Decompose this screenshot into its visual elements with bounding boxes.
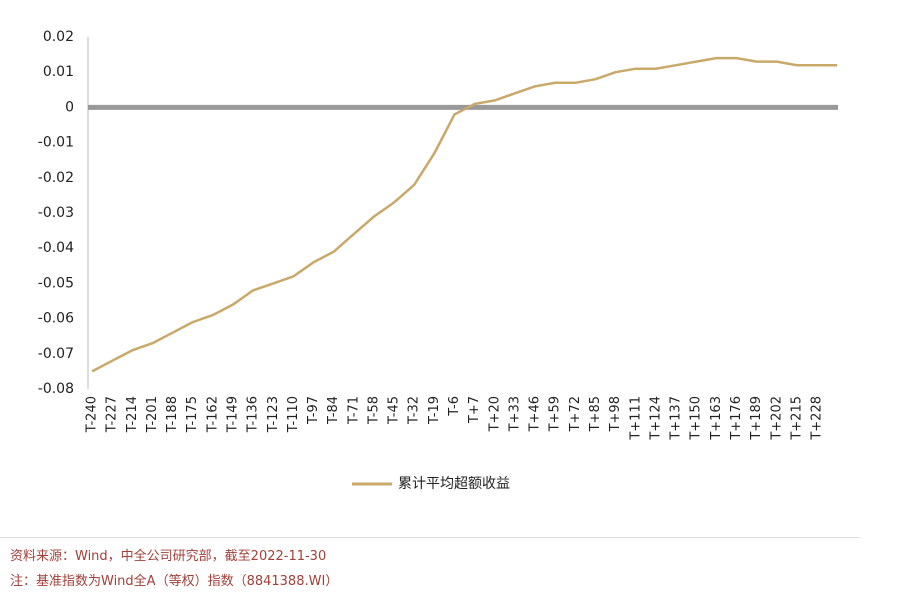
y-tick-label: -0.06 — [38, 311, 74, 327]
x-tick-label: T-97 — [306, 396, 321, 425]
x-tick-label: T+111 — [628, 396, 643, 441]
x-tick-label: T-149 — [225, 396, 240, 433]
y-tick-label: -0.05 — [38, 275, 74, 291]
x-tick-label: T-240 — [85, 396, 100, 433]
x-tick-label: T-110 — [286, 396, 301, 433]
x-tick-label: T+189 — [749, 396, 764, 441]
y-tick-label: -0.04 — [38, 240, 74, 256]
x-tick-label: T-227 — [105, 396, 120, 433]
x-tick-label: T+20 — [487, 396, 502, 432]
x-tick-label: T-19 — [427, 396, 442, 425]
source-note: 资料来源：Wind，中全公司研究部，截至2022-11-30 — [10, 549, 327, 564]
legend-label: 累计平均超额收益 — [398, 476, 510, 492]
y-tick-label: 0.01 — [43, 64, 74, 80]
y-tick-label: -0.07 — [38, 346, 74, 362]
y-tick-label: 0.02 — [43, 29, 74, 45]
y-tick-label: -0.01 — [38, 135, 74, 151]
y-tick-label: -0.03 — [38, 205, 74, 221]
x-tick-label: T-214 — [125, 396, 140, 433]
x-tick-label: T+163 — [709, 396, 724, 441]
divider — [0, 537, 860, 538]
x-tick-label: T-162 — [205, 396, 220, 433]
x-tick-label: T+215 — [789, 396, 804, 441]
x-tick-label: T+46 — [528, 396, 543, 432]
x-tick-label: T+98 — [608, 396, 623, 432]
x-tick-label: T-6 — [447, 396, 462, 417]
footnote: 注：基准指数为Wind全A（等权）指数（8841388.WI） — [10, 574, 339, 589]
x-tick-label: T-188 — [165, 396, 180, 433]
x-tick-label: T-201 — [145, 396, 160, 433]
line — [91, 56, 838, 373]
x-tick-label: T-123 — [266, 396, 281, 433]
y-tick-label: -0.02 — [38, 170, 74, 186]
x-tick-label: T+59 — [548, 396, 563, 432]
y-tick-label: 0 — [65, 99, 74, 115]
x-tick-label: T+85 — [588, 396, 603, 432]
x-tick-label: T+202 — [769, 396, 784, 441]
x-tick-label: T-71 — [346, 396, 361, 425]
x-tick-label: T+228 — [810, 396, 825, 441]
x-tick-label: T+124 — [648, 396, 663, 441]
x-tick-label: T-32 — [407, 396, 422, 425]
x-tick-label: T+72 — [568, 396, 583, 432]
chart: 0.02 0.01 0 -0.01 -0.02 -0.03 -0.04 -0.05 -0.06 -… — [38, 29, 838, 492]
x-tick-label: T+33 — [507, 396, 522, 432]
x-tick-label: T-136 — [246, 396, 261, 433]
x-tick-label: T+176 — [729, 396, 744, 441]
x-tick-label: T-58 — [366, 396, 381, 425]
x-tick-label: T-175 — [185, 396, 200, 433]
x-tick-label: T+150 — [689, 396, 704, 441]
x-tick-label: T+7 — [467, 396, 482, 424]
x-tick-label: T-84 — [326, 396, 341, 425]
x-tick-label: T-45 — [387, 396, 402, 425]
y-tick-label: -0.08 — [38, 381, 74, 397]
x-tick-label: T+137 — [669, 396, 684, 441]
